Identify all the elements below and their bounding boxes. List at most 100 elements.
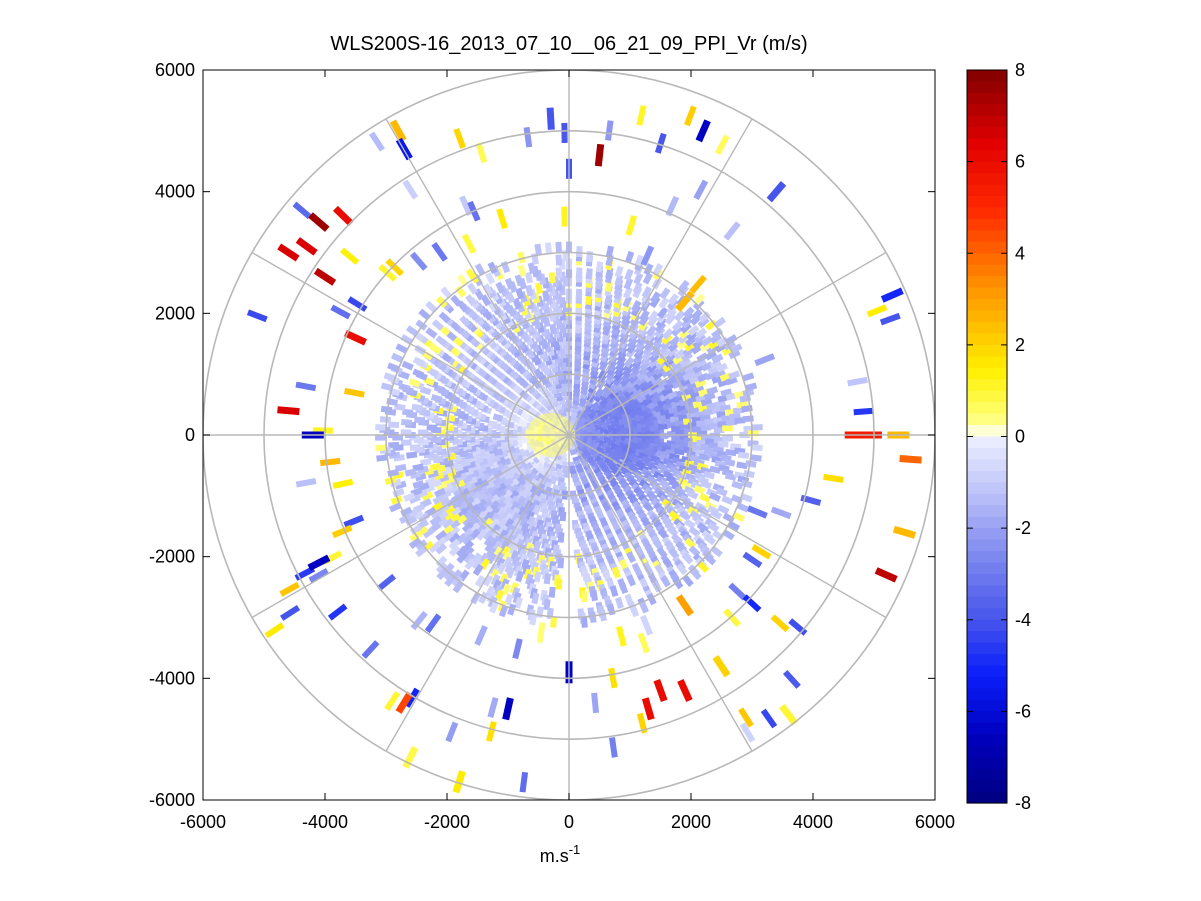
velocity-cell [513,454,524,464]
velocity-cell [428,541,441,554]
velocity-cell [657,306,669,319]
velocity-cell [879,312,901,326]
velocity-cell [522,461,534,472]
velocity-cell [523,126,533,148]
velocity-cell [699,479,712,490]
colorbar-band [967,333,1007,346]
velocity-cell [684,335,698,347]
velocity-cell [626,574,637,587]
velocity-cell [517,251,526,264]
velocity-cell [557,532,565,543]
colorbar-band [967,573,1007,586]
velocity-cell [575,288,583,300]
x-tick-label: -4000 [302,812,348,832]
velocity-cell [659,287,671,300]
velocity-cell [585,268,593,280]
velocity-cell [626,551,637,564]
velocity-cell [400,439,412,446]
velocity-cell [625,214,638,236]
velocity-cell [639,601,650,614]
velocity-cell [429,515,442,527]
velocity-cell [400,506,413,517]
velocity-cell [451,575,464,588]
y-axis: 6000 4000 2000 0 -2000 -4000 -6000 [149,60,935,810]
x-tick-label: -6000 [180,812,226,832]
velocity-cell [344,387,365,398]
velocity-cell [714,134,730,156]
velocity-cell [502,697,514,721]
velocity-cell [412,368,425,379]
velocity-cell [728,370,741,380]
velocity-cell [519,771,529,793]
velocity-cell [623,356,635,368]
velocity-cell [742,551,763,569]
velocity-cell [402,179,419,200]
colorbar-band [967,287,1007,300]
velocity-cell [739,722,756,743]
colorbar-band [967,482,1007,495]
velocity-cell [690,369,703,380]
velocity-cell [483,535,495,547]
velocity-cell [525,450,536,460]
velocity-cell [533,368,543,379]
velocity-cell [625,250,635,264]
velocity-cell [438,311,451,324]
colorbar-band [967,745,1007,758]
colorbar-band [967,677,1007,690]
velocity-cell [634,254,645,267]
velocity-cell [435,543,448,555]
velocity-cell [667,390,679,400]
velocity-cell [488,563,499,576]
velocity-cell [504,561,515,574]
velocity-cell [409,444,421,451]
velocity-cell [725,418,737,426]
velocity-cell [435,561,448,574]
velocity-cell [709,509,723,520]
velocity-cell [398,513,412,525]
velocity-cell [549,323,557,335]
velocity-cell [652,263,664,276]
velocity-cell [498,605,509,618]
velocity-cell [665,396,677,406]
velocity-cell [723,458,736,467]
velocity-cell [415,319,428,331]
velocity-cell [770,506,792,520]
velocity-cell [695,119,711,143]
velocity-cell [678,510,691,522]
velocity-cell [500,457,512,468]
colorbar-band [967,528,1007,541]
velocity-cell [641,697,655,721]
velocity-cell [376,573,397,592]
velocity-cell [754,353,776,367]
velocity-cell [485,272,496,285]
velocity-cell [548,586,556,598]
velocity-cell [452,770,466,794]
velocity-cell [697,561,710,573]
velocity-cell [672,577,684,590]
velocity-cell [683,340,696,352]
velocity-cell [643,263,654,276]
velocity-cell [404,468,417,477]
velocity-cell [698,453,711,461]
velocity-cell [770,614,790,633]
velocity-cell [411,403,423,412]
velocity-cell [722,529,735,541]
velocity-cell [734,417,746,425]
velocity-cell [689,274,707,294]
velocity-cell [332,478,354,489]
velocity-cell [487,261,498,274]
velocity-cell [430,394,443,403]
colorbar-band [967,436,1007,449]
velocity-cell [380,405,393,414]
velocity-cell [514,274,524,287]
velocity-cell [745,382,758,392]
colorbar-band [967,92,1007,105]
velocity-cell [609,585,619,598]
velocity-cell [727,520,741,532]
velocity-cell [899,455,922,464]
velocity-cell [528,462,540,473]
velocity-cell [522,494,533,507]
velocity-cell [435,555,448,568]
velocity-cell [543,573,552,585]
velocity-cell [404,515,418,526]
